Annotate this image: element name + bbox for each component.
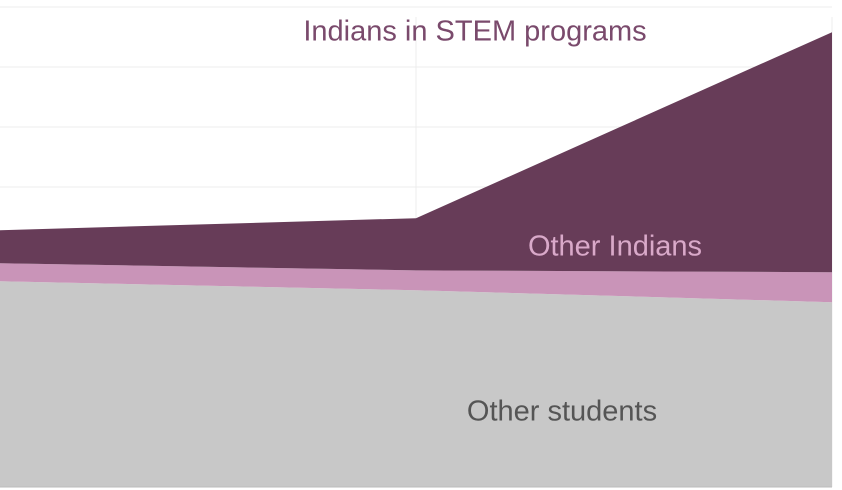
area bbox=[0, 263, 832, 303]
series-label: Other Indians bbox=[528, 231, 702, 263]
series-label: Other students bbox=[467, 396, 657, 428]
area bbox=[0, 281, 832, 487]
series-label: Indians in STEM programs bbox=[303, 16, 646, 48]
area bbox=[0, 32, 832, 273]
